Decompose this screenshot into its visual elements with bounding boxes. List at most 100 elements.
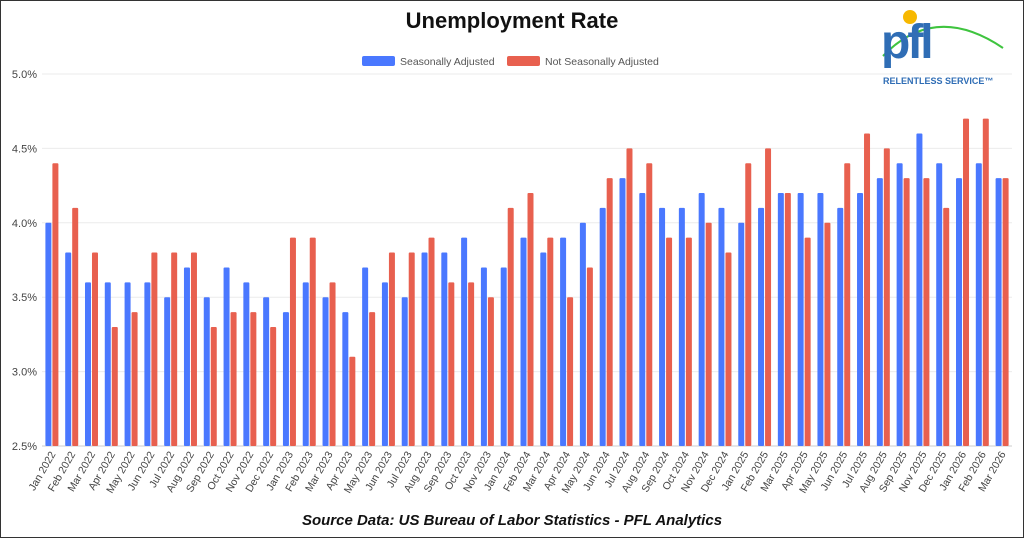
legend-swatch <box>507 56 540 66</box>
bar-not-seasonally-adjusted <box>725 252 732 446</box>
bar-seasonally-adjusted <box>837 207 844 446</box>
bar-seasonally-adjusted <box>916 133 923 446</box>
bar-not-seasonally-adjusted <box>982 118 989 446</box>
bar-not-seasonally-adjusted <box>230 312 237 446</box>
y-tick-label: 3.5% <box>12 292 37 304</box>
bar-not-seasonally-adjusted <box>745 163 752 446</box>
bar-seasonally-adjusted <box>738 222 745 446</box>
bar-not-seasonally-adjusted <box>72 207 79 446</box>
bar-seasonally-adjusted <box>777 193 784 446</box>
bar-not-seasonally-adjusted <box>428 237 435 446</box>
bar-seasonally-adjusted <box>243 282 250 446</box>
bar-not-seasonally-adjusted <box>943 207 950 446</box>
bar-not-seasonally-adjusted <box>547 237 554 446</box>
svg-text:pfl: pfl <box>881 16 931 69</box>
bar-seasonally-adjusted <box>718 207 725 446</box>
bar-seasonally-adjusted <box>520 237 527 446</box>
legend-label: Not Seasonally Adjusted <box>545 56 659 68</box>
bar-not-seasonally-adjusted <box>626 148 633 446</box>
bar-seasonally-adjusted <box>857 193 864 446</box>
chart-title: Unemployment Rate <box>405 8 619 33</box>
bar-seasonally-adjusted <box>461 237 468 446</box>
bar-not-seasonally-adjusted <box>171 252 178 446</box>
legend-label: Seasonally Adjusted <box>400 56 495 68</box>
pfl-logo: pfl RELENTLESS SERVICE™ <box>881 10 1004 86</box>
bar-not-seasonally-adjusted <box>270 326 277 446</box>
bar-seasonally-adjusted <box>956 178 963 446</box>
bar-not-seasonally-adjusted <box>666 237 673 446</box>
bar-not-seasonally-adjusted <box>349 356 356 446</box>
y-tick-label: 4.5% <box>12 143 37 155</box>
bar-seasonally-adjusted <box>896 163 903 446</box>
bar-seasonally-adjusted <box>500 267 507 446</box>
bar-not-seasonally-adjusted <box>507 207 514 446</box>
bar-not-seasonally-adjusted <box>923 178 930 446</box>
bar-not-seasonally-adjusted <box>824 222 831 446</box>
bar-not-seasonally-adjusted <box>250 312 257 446</box>
bar-seasonally-adjusted <box>995 178 1002 446</box>
bar-not-seasonally-adjusted <box>309 237 316 446</box>
bar-not-seasonally-adjusted <box>408 252 415 446</box>
bar-seasonally-adjusted <box>936 163 943 446</box>
bar-seasonally-adjusted <box>84 282 91 446</box>
bar-seasonally-adjusted <box>560 237 567 446</box>
bar-not-seasonally-adjusted <box>210 326 217 446</box>
bar-seasonally-adjusted <box>342 312 349 446</box>
bar-not-seasonally-adjusted <box>448 282 455 446</box>
bar-seasonally-adjusted <box>540 252 547 446</box>
legend-swatch <box>362 56 395 66</box>
bar-not-seasonally-adjusted <box>388 252 395 446</box>
bar-seasonally-adjusted <box>144 282 151 446</box>
bar-not-seasonally-adjusted <box>883 148 890 446</box>
y-tick-label: 2.5% <box>12 441 37 453</box>
bar-not-seasonally-adjusted <box>765 148 772 446</box>
svg-text:RELENTLESS SERVICE™: RELENTLESS SERVICE™ <box>883 76 993 86</box>
bar-not-seasonally-adjusted <box>369 312 376 446</box>
bar-seasonally-adjusted <box>164 297 171 446</box>
bar-seasonally-adjusted <box>45 222 52 446</box>
bar-seasonally-adjusted <box>104 282 111 446</box>
bar-seasonally-adjusted <box>124 282 131 446</box>
bar-not-seasonally-adjusted <box>190 252 197 446</box>
bar-seasonally-adjusted <box>480 267 487 446</box>
bar-not-seasonally-adjusted <box>111 326 118 446</box>
bar-seasonally-adjusted <box>619 178 626 446</box>
bar-seasonally-adjusted <box>401 297 408 446</box>
bar-not-seasonally-adjusted <box>567 297 574 446</box>
bar-seasonally-adjusted <box>282 312 289 446</box>
bar-seasonally-adjusted <box>698 193 705 446</box>
bar-seasonally-adjusted <box>599 207 606 446</box>
bar-not-seasonally-adjusted <box>963 118 970 446</box>
y-tick-label: 4.0% <box>12 218 37 230</box>
bar-not-seasonally-adjusted <box>329 282 336 446</box>
bar-seasonally-adjusted <box>876 178 883 446</box>
bar-not-seasonally-adjusted <box>685 237 692 446</box>
bar-seasonally-adjusted <box>639 193 646 446</box>
bar-seasonally-adjusted <box>441 252 448 446</box>
bar-not-seasonally-adjusted <box>586 267 593 446</box>
bar-seasonally-adjusted <box>223 267 230 446</box>
bar-seasonally-adjusted <box>362 267 369 446</box>
bar-not-seasonally-adjusted <box>1002 178 1009 446</box>
bar-seasonally-adjusted <box>975 163 982 446</box>
bar-not-seasonally-adjusted <box>864 133 871 446</box>
bar-seasonally-adjusted <box>302 282 309 446</box>
bar-seasonally-adjusted <box>797 193 804 446</box>
bar-seasonally-adjusted <box>678 207 685 446</box>
bar-not-seasonally-adjusted <box>804 237 811 446</box>
bar-not-seasonally-adjusted <box>487 297 494 446</box>
bar-not-seasonally-adjusted <box>468 282 475 446</box>
bar-seasonally-adjusted <box>817 193 824 446</box>
bar-not-seasonally-adjusted <box>151 252 158 446</box>
y-tick-label: 5.0% <box>12 69 37 81</box>
bar-not-seasonally-adjusted <box>903 178 910 446</box>
bar-not-seasonally-adjusted <box>52 163 59 446</box>
bar-seasonally-adjusted <box>203 297 210 446</box>
bar-seasonally-adjusted <box>659 207 666 446</box>
bar-not-seasonally-adjusted <box>131 312 138 446</box>
bar-seasonally-adjusted <box>263 297 270 446</box>
bar-not-seasonally-adjusted <box>91 252 98 446</box>
bar-seasonally-adjusted <box>758 207 765 446</box>
bar-not-seasonally-adjusted <box>646 163 653 446</box>
